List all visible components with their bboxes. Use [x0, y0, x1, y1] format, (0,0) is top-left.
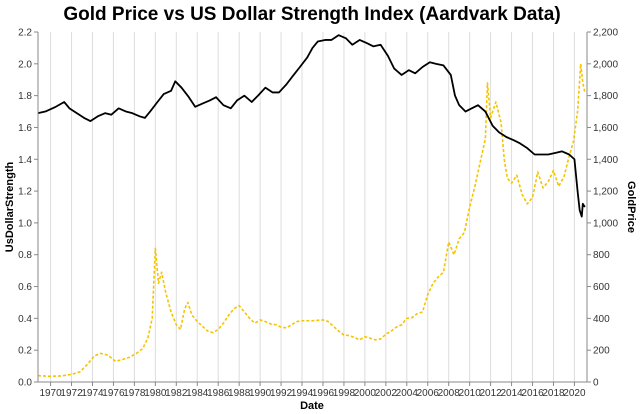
right-tick-label-1,200: 1,200: [593, 187, 618, 198]
right-tick-label-600: 600: [593, 282, 610, 293]
x-tick-label-1984: 1984: [186, 388, 209, 399]
x-tick-label-1994: 1994: [291, 388, 314, 399]
x-tick-label-1970: 1970: [39, 388, 62, 399]
right-tick-label-0: 0: [593, 378, 599, 389]
x-tick-label-2018: 2018: [542, 388, 565, 399]
right-tick-label-2,200: 2,200: [593, 28, 618, 39]
goldprice-series-line: [37, 63, 586, 378]
right-tick-label-1,400: 1,400: [593, 155, 618, 166]
x-tick-label-1992: 1992: [270, 388, 293, 399]
x-tick-label-2002: 2002: [375, 388, 398, 399]
left-tick-label-1.6: 1.6: [18, 123, 32, 134]
left-tick-label-0.2: 0.2: [18, 346, 32, 357]
x-tick-label-2014: 2014: [500, 388, 523, 399]
right-tick-label-1,600: 1,600: [593, 123, 618, 134]
left-y-axis-ticks: 0.0 0.2 0.4 0.6 0.8 1.0 1.2 1.4 1.6 1.8 2.0 2.2: [18, 28, 38, 389]
x-tick-label-1972: 1972: [60, 388, 83, 399]
x-tick-label-1996: 1996: [312, 388, 335, 399]
left-tick-label-1.2: 1.2: [18, 187, 32, 198]
right-y-axis-ticks: 0 200 400 600 800 1,000 1,200 1,400 1,600 1,800 2,…: [587, 28, 618, 389]
x-axis-ticks: 1970197219741976197819801982198419861988…: [39, 382, 586, 399]
x-tick-label-2004: 2004: [396, 388, 419, 399]
x-tick-label-1982: 1982: [165, 388, 188, 399]
x-tick-label-2016: 2016: [521, 388, 544, 399]
left-tick-label-1.0: 1.0: [18, 218, 32, 229]
left-tick-label-2.0: 2.0: [18, 59, 32, 70]
x-tick-label-1980: 1980: [144, 388, 167, 399]
left-tick-label-0.0: 0.0: [18, 378, 32, 389]
x-tick-label-1988: 1988: [228, 388, 251, 399]
left-tick-label-1.8: 1.8: [18, 91, 32, 102]
x-tick-label-2000: 2000: [354, 388, 377, 399]
left-tick-label-0.4: 0.4: [18, 314, 32, 325]
x-tick-label-2012: 2012: [479, 388, 502, 399]
right-tick-label-200: 200: [593, 346, 610, 357]
x-tick-label-1998: 1998: [333, 388, 356, 399]
left-tick-label-2.2: 2.2: [18, 28, 32, 39]
usdollarstrength-series-line: [37, 34, 586, 218]
x-tick-label-2006: 2006: [417, 388, 440, 399]
right-tick-label-2,000: 2,000: [593, 59, 618, 70]
right-tick-label-1,000: 1,000: [593, 218, 618, 229]
right-tick-label-1,800: 1,800: [593, 91, 618, 102]
x-tick-label-2020: 2020: [563, 388, 586, 399]
chart-title: Gold Price vs US Dollar Strength Index (…: [63, 4, 560, 25]
right-tick-label-800: 800: [593, 250, 610, 261]
series-layer: [37, 34, 586, 378]
x-tick-label-2010: 2010: [459, 388, 482, 399]
left-tick-label-1.4: 1.4: [18, 155, 32, 166]
right-tick-label-400: 400: [593, 314, 610, 325]
vertical-grid: [50, 32, 575, 382]
x-tick-label-1990: 1990: [249, 388, 272, 399]
x-tick-label-2008: 2008: [438, 388, 461, 399]
right-y-axis-title: GoldPrice: [625, 181, 637, 233]
left-y-axis-title: UsDollarStrength: [4, 161, 16, 252]
left-tick-label-0.6: 0.6: [18, 282, 32, 293]
x-tick-label-1978: 1978: [123, 388, 146, 399]
x-tick-label-1986: 1986: [207, 388, 230, 399]
left-tick-label-0.8: 0.8: [18, 250, 32, 261]
x-axis-title: Date: [300, 400, 324, 412]
x-tick-label-1974: 1974: [81, 388, 104, 399]
x-tick-label-1976: 1976: [102, 388, 125, 399]
